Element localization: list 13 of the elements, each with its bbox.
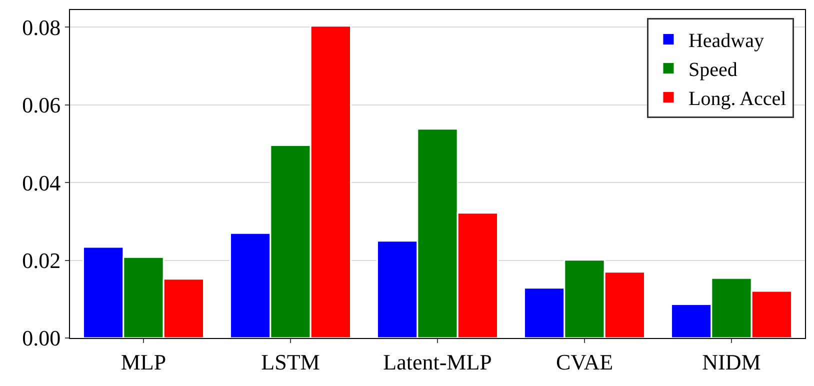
- legend-label: Headway: [688, 30, 764, 52]
- x-tick-label: NIDM: [702, 349, 761, 374]
- y-tick-label: 0.02: [22, 248, 61, 273]
- y-tick-label: 0.06: [22, 92, 61, 118]
- y-tick-label: 0.08: [22, 14, 61, 40]
- x-tick-label: MLP: [120, 349, 166, 374]
- x-tick-label: LSTM: [261, 349, 320, 374]
- x-tick-label: CVAE: [556, 349, 614, 374]
- y-tick-label: 0.04: [22, 170, 61, 196]
- legend-label: Speed: [688, 59, 738, 81]
- legend-label: Long. Accel: [688, 88, 787, 110]
- x-tick-label: Latent-MLP: [383, 349, 492, 374]
- y-tick-label: 0.00: [22, 326, 61, 351]
